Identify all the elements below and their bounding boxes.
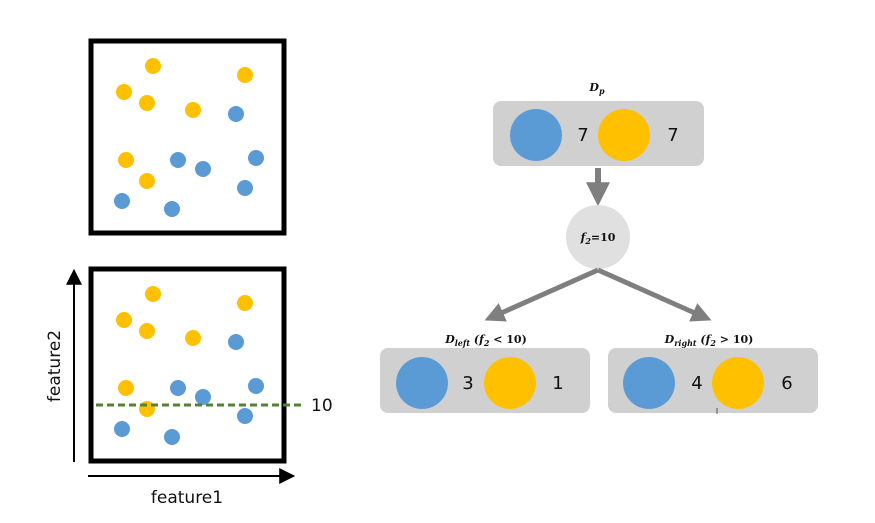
bottom-blue-point-14 <box>164 429 180 445</box>
top-scatter-plot <box>88 38 287 236</box>
parent-node-title: Dp <box>588 81 605 96</box>
bottom-blue-point-13 <box>114 421 130 437</box>
split-node-circle <box>566 205 630 269</box>
top-yellow-point-7 <box>118 152 134 168</box>
top-blue-point-9 <box>195 161 211 177</box>
top-yellow-point-11 <box>139 173 155 189</box>
bottom-blue-point-8 <box>170 380 186 396</box>
split-condition: f2=10 <box>580 231 616 246</box>
top-blue-point-6 <box>228 106 244 122</box>
top-blue-point-8 <box>170 152 186 168</box>
top-plot-points <box>114 58 264 217</box>
left-blue-count: 3 <box>462 373 473 394</box>
split-to-left-arrow <box>484 267 600 322</box>
bottom-blue-point-10 <box>248 378 264 394</box>
bottom-yellow-point-5 <box>185 330 201 346</box>
threshold-label: 10 <box>311 396 333 416</box>
left-yellow-class-circle <box>484 357 536 409</box>
left-blue-class-circle <box>396 357 448 409</box>
bottom-yellow-point-7 <box>118 380 134 396</box>
top-yellow-point-2 <box>237 67 253 83</box>
bottom-yellow-point-1 <box>145 286 161 302</box>
top-yellow-point-4 <box>139 95 155 111</box>
right-yellow-class-circle <box>712 357 764 409</box>
top-blue-point-14 <box>164 201 180 217</box>
top-plot-frame <box>88 38 287 236</box>
bottom-yellow-point-4 <box>139 323 155 339</box>
parent-yellow-count: 7 <box>667 125 678 146</box>
top-blue-point-10 <box>248 150 264 166</box>
right-blue-class-circle <box>623 357 675 409</box>
right-yellow-count: 6 <box>781 373 792 394</box>
top-yellow-point-1 <box>145 58 161 74</box>
top-blue-point-12 <box>237 180 253 196</box>
bottom-blue-point-12 <box>237 408 253 424</box>
x-axis-label: feature1 <box>151 488 223 508</box>
top-yellow-point-5 <box>185 102 201 118</box>
left-node-title: Dleft (f2 < 10) <box>444 333 527 348</box>
parent-blue-count: 7 <box>577 125 588 146</box>
bottom-blue-point-6 <box>228 334 244 350</box>
parent-node: Dp 7 7 <box>493 81 704 166</box>
bottom-plot-points <box>114 286 264 445</box>
top-blue-point-13 <box>114 193 130 209</box>
bottom-blue-point-9 <box>195 389 211 405</box>
right-child-node: Dright (f2 > 10) 4 6 <box>608 333 818 414</box>
split-node: f2=10 <box>566 205 630 269</box>
left-child-node: Dleft (f2 < 10) 3 1 <box>380 333 590 413</box>
right-blue-count: 4 <box>691 373 702 394</box>
parent-blue-class-circle <box>510 109 562 161</box>
left-yellow-count: 1 <box>552 373 563 394</box>
top-yellow-point-3 <box>116 84 132 100</box>
bottom-yellow-point-11 <box>139 401 155 417</box>
bottom-plot-frame <box>88 266 287 464</box>
y-axis-label: feature2 <box>45 330 65 402</box>
parent-yellow-class-circle <box>598 109 650 161</box>
bottom-yellow-point-3 <box>116 312 132 328</box>
bottom-yellow-point-2 <box>237 295 253 311</box>
split-to-right-arrow <box>596 267 712 322</box>
bottom-scatter-plot: 10 feature2 feature1 <box>45 266 333 508</box>
right-node-title: Dright (f2 > 10) <box>664 333 754 348</box>
